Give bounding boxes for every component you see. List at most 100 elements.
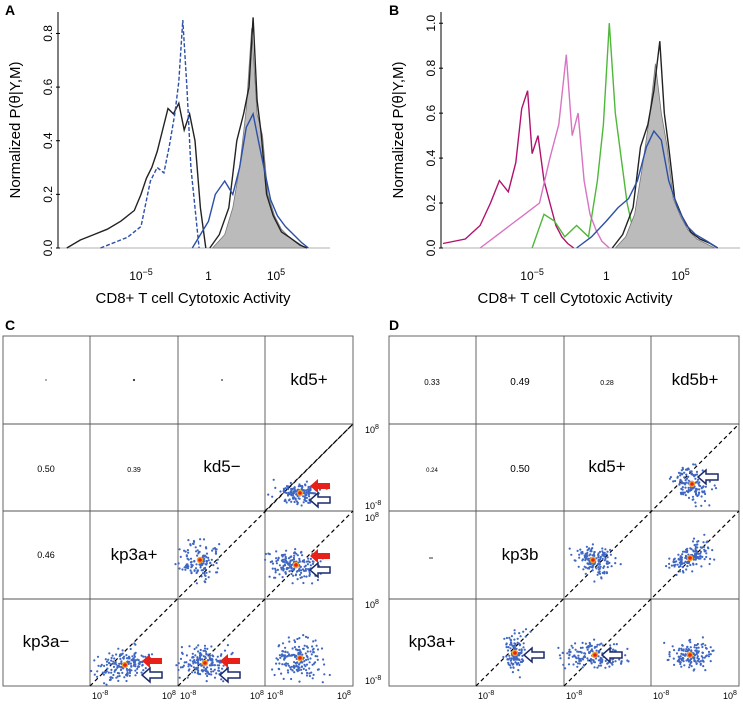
scatter-point bbox=[196, 668, 199, 671]
scatter-point bbox=[506, 658, 509, 661]
scatter-point bbox=[279, 656, 282, 660]
scatter-point bbox=[524, 628, 528, 631]
scatter-point bbox=[199, 538, 202, 541]
scatter-point bbox=[579, 646, 583, 650]
scatter-point bbox=[597, 664, 601, 667]
scatter-point bbox=[587, 659, 590, 662]
scatter-point bbox=[298, 651, 301, 655]
scatter-point bbox=[696, 642, 700, 646]
scatter-point bbox=[562, 663, 565, 666]
scatter-point bbox=[280, 566, 283, 569]
scatter-point bbox=[557, 646, 560, 650]
scatter-point bbox=[285, 567, 288, 571]
scatter-point bbox=[264, 552, 267, 556]
scatter-point bbox=[709, 653, 712, 656]
scatter-point bbox=[692, 653, 696, 656]
scatter-point bbox=[309, 650, 312, 653]
scatter-point bbox=[174, 563, 177, 566]
scatter-point bbox=[230, 653, 233, 656]
scatter-point bbox=[193, 671, 197, 674]
scatter-point bbox=[677, 558, 680, 561]
scatter-point bbox=[516, 658, 520, 661]
scatter-point bbox=[291, 582, 294, 585]
scatter-point bbox=[511, 671, 514, 674]
scatter-point bbox=[120, 662, 123, 665]
scatter-point bbox=[569, 650, 572, 654]
scatter-point bbox=[203, 644, 207, 647]
scatter-point bbox=[682, 660, 685, 663]
scatter-point bbox=[691, 498, 694, 501]
scatter-point bbox=[193, 569, 196, 572]
panel-d-diag-kd5plus: kd5+ bbox=[588, 457, 625, 476]
scatter-point bbox=[305, 658, 308, 662]
scatter-point bbox=[281, 642, 285, 645]
scatter-point bbox=[509, 666, 512, 669]
scatter-point bbox=[689, 659, 692, 662]
scatter-point bbox=[673, 663, 676, 667]
scatter-point bbox=[107, 671, 110, 674]
scatter-point bbox=[586, 555, 589, 558]
scatter-point bbox=[207, 556, 210, 560]
scatter-point bbox=[685, 473, 688, 476]
scatter-point bbox=[699, 546, 702, 549]
scatter-point bbox=[286, 494, 290, 497]
scatter-point bbox=[116, 671, 119, 675]
scatter-point bbox=[684, 483, 687, 486]
scatter-point bbox=[596, 666, 599, 669]
scatter-point bbox=[681, 472, 684, 475]
scatter-point bbox=[295, 664, 298, 667]
scatter-point bbox=[289, 560, 292, 563]
scatter-point bbox=[121, 649, 124, 652]
scatter-cloud bbox=[90, 642, 154, 686]
scatter-point bbox=[675, 652, 679, 655]
scatter-point bbox=[195, 646, 198, 649]
scatter-point bbox=[505, 642, 508, 645]
scatter-point bbox=[209, 668, 213, 671]
scatter-point bbox=[295, 500, 299, 503]
scatter-point bbox=[216, 655, 219, 658]
scatter-point bbox=[217, 666, 220, 670]
panel-b-x-ticks: 10−5 1 105 bbox=[520, 267, 690, 283]
scatter-point bbox=[290, 494, 293, 497]
scatter-point bbox=[202, 666, 205, 669]
panel-c-diag-kp3aplus: kp3a+ bbox=[111, 545, 158, 564]
scatter-point bbox=[682, 493, 685, 496]
scatter-point bbox=[304, 652, 307, 655]
scatter-point bbox=[177, 668, 180, 672]
scatter-point bbox=[282, 487, 285, 490]
scatter-point bbox=[678, 561, 681, 564]
scatter-point bbox=[194, 567, 198, 570]
scatter-point bbox=[695, 473, 699, 476]
y-tick-label: 0.2 bbox=[424, 194, 438, 211]
scatter-point bbox=[282, 567, 285, 571]
scatter-point bbox=[131, 655, 134, 658]
scatter-point bbox=[687, 475, 690, 478]
scatter-point bbox=[195, 582, 198, 585]
scatter-point bbox=[292, 556, 295, 560]
scatter-point bbox=[274, 567, 277, 570]
scatter-point bbox=[690, 488, 693, 492]
scatter-point bbox=[289, 666, 292, 669]
panel-c-dot-r0c0 bbox=[45, 379, 47, 381]
scatter-point bbox=[609, 644, 612, 647]
scatter-point bbox=[303, 491, 306, 494]
scatter-point bbox=[179, 555, 182, 559]
scatter-point bbox=[150, 653, 154, 656]
series-black-line bbox=[611, 41, 719, 249]
scatter-point bbox=[512, 666, 515, 669]
panel-d-corr-r1c1: 0.24 bbox=[426, 468, 438, 474]
scatter-point bbox=[294, 548, 297, 551]
scatter-point bbox=[133, 652, 136, 655]
scatter-point bbox=[696, 656, 699, 660]
scatter-point bbox=[574, 559, 577, 562]
scatter-point bbox=[503, 637, 506, 640]
scatter-point bbox=[590, 548, 593, 551]
scatter-point bbox=[690, 665, 693, 668]
scatter-point bbox=[277, 645, 280, 648]
scatter-point bbox=[203, 647, 207, 650]
scatter-point bbox=[679, 565, 682, 568]
scatter-point bbox=[116, 675, 119, 678]
scatter-point bbox=[696, 556, 700, 559]
scatter-point bbox=[570, 553, 573, 556]
scatter-point bbox=[697, 478, 700, 481]
